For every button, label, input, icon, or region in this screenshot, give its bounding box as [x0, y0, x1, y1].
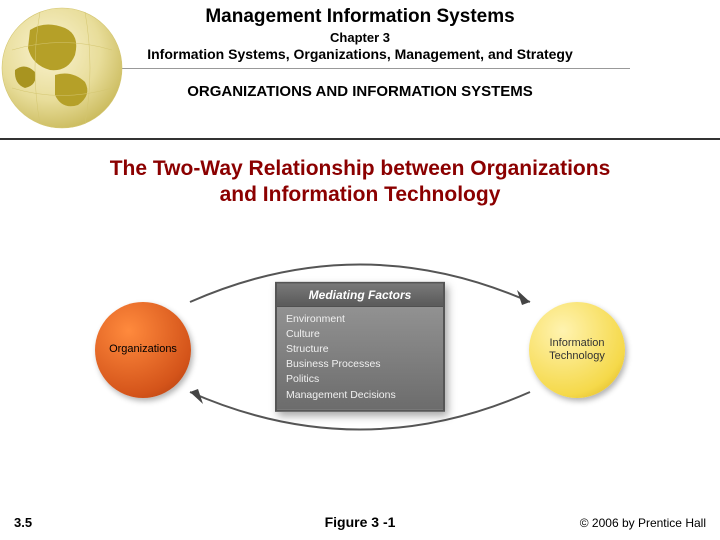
factor-item: Culture	[286, 327, 434, 342]
globe-icon	[0, 0, 130, 130]
factor-item: Environment	[286, 311, 434, 326]
information-technology-node: Information Technology	[529, 302, 625, 398]
mediating-factors-title: Mediating Factors	[277, 283, 443, 306]
mediating-factors-box: Mediating Factors Environment Culture St…	[275, 281, 445, 411]
organizations-node: Organizations	[95, 302, 191, 398]
factor-item: Management Decisions	[286, 387, 434, 402]
chapter-subtitle: Information Systems, Organizations, Mana…	[90, 46, 630, 69]
slide-number: 3.5	[14, 515, 32, 530]
slide-title-line1: The Two-Way Relationship between Organiz…	[110, 157, 611, 180]
slide-title-line2: and Information Technology	[220, 183, 501, 206]
factor-item: Business Processes	[286, 357, 434, 372]
organizations-label: Organizations	[109, 343, 177, 355]
factor-item: Structure	[286, 342, 434, 357]
figure-label: Figure 3 -1	[325, 514, 396, 530]
slide-title: The Two-Way Relationship between Organiz…	[0, 156, 720, 209]
copyright-text: © 2006 by Prentice Hall	[580, 516, 706, 530]
relationship-diagram: Organizations Information Technology Med…	[80, 227, 640, 467]
factor-item: Politics	[286, 372, 434, 387]
it-label: Information Technology	[549, 337, 605, 361]
mediating-factors-list: Environment Culture Structure Business P…	[277, 306, 443, 409]
header-region: Management Information Systems Chapter 3…	[0, 0, 720, 140]
